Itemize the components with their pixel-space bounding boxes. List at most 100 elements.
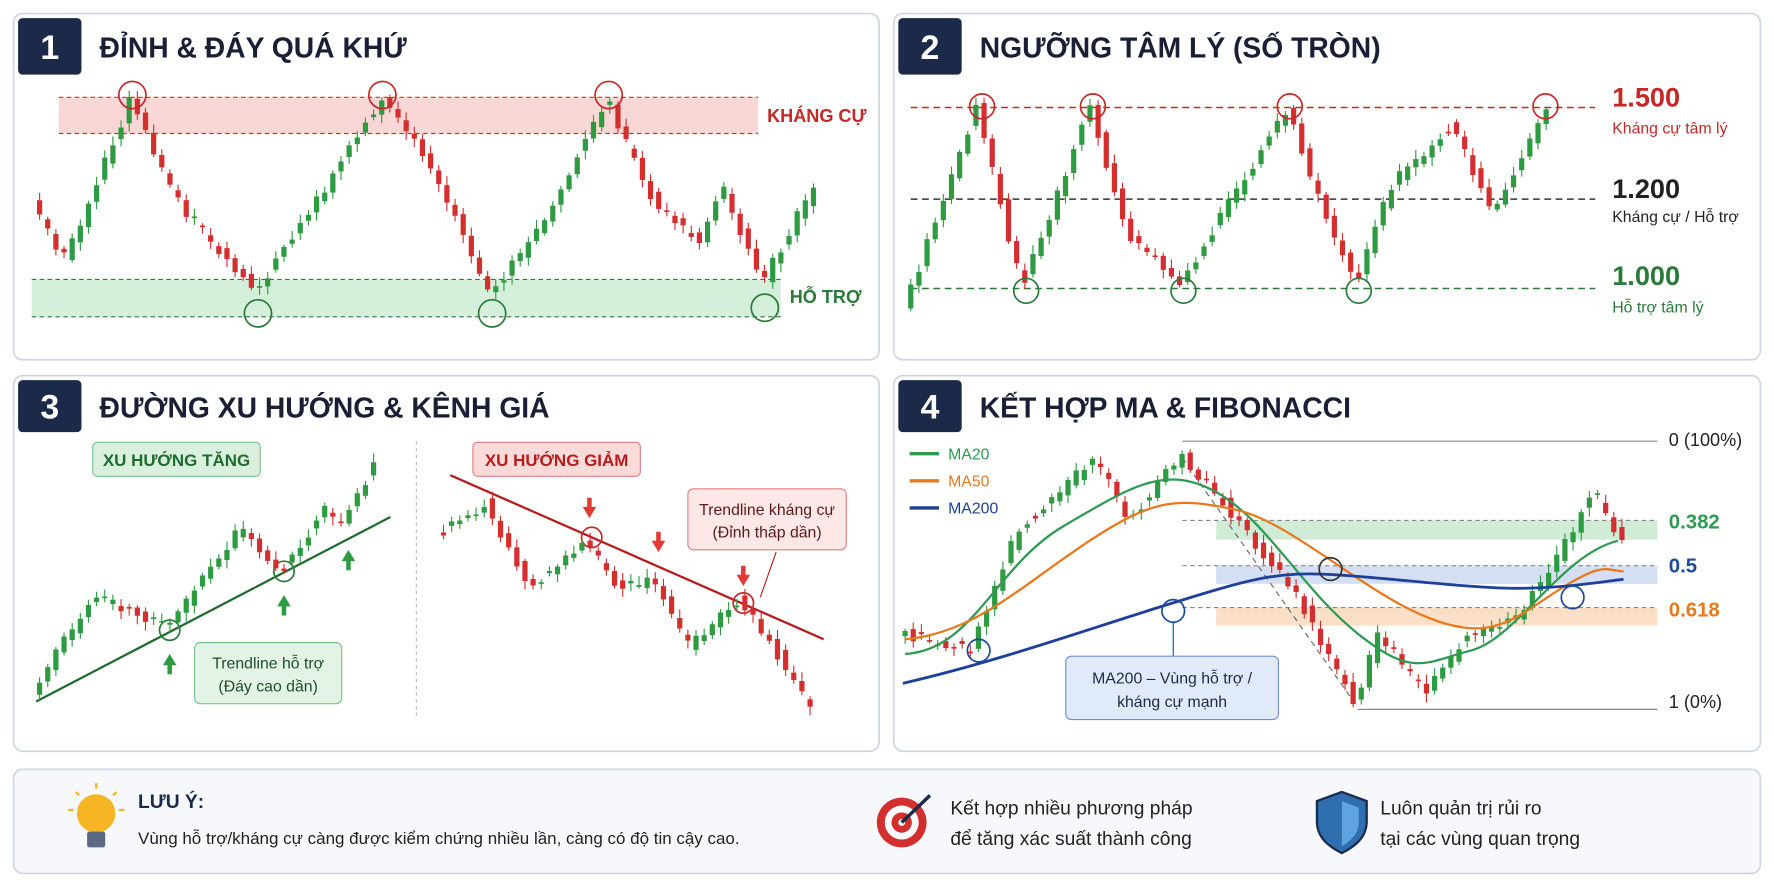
candle-part <box>1040 509 1047 514</box>
candle-part <box>1087 105 1093 122</box>
candle-part <box>281 568 287 571</box>
level-label: Kháng cự tâm lý <box>1612 121 1727 138</box>
candle-part <box>1421 156 1427 164</box>
candle-part <box>1423 683 1430 694</box>
candle-part <box>465 515 471 519</box>
candle-part <box>1429 145 1435 158</box>
candle-part <box>1258 150 1264 165</box>
candle-part <box>975 626 982 649</box>
candle-part <box>1366 654 1373 688</box>
candle-part <box>802 200 808 219</box>
candle-part <box>506 533 512 548</box>
candle-part <box>126 96 132 124</box>
candle-part <box>546 571 552 574</box>
candle-part <box>1521 609 1527 620</box>
candle-part <box>94 185 100 202</box>
panel-number: 1 <box>40 29 59 67</box>
candle-part <box>1578 512 1584 533</box>
candle-part <box>208 235 214 242</box>
candle-part <box>1356 272 1362 279</box>
candle-part <box>265 550 271 561</box>
candle-part <box>118 606 124 612</box>
candle-part <box>69 238 75 260</box>
candle-part <box>943 641 949 649</box>
callout-line: kháng cự mạnh <box>1117 694 1227 711</box>
candle-part <box>786 236 792 245</box>
legend-entry: MA50 <box>948 473 990 490</box>
candle-part <box>444 185 450 203</box>
candle-part <box>428 153 434 169</box>
candle-part <box>538 582 544 584</box>
candle-part <box>1209 235 1215 242</box>
candle-part <box>493 286 499 293</box>
candle-part <box>289 239 295 244</box>
candle-part <box>742 595 748 611</box>
candle-part <box>1057 492 1063 502</box>
candle-part <box>354 137 360 145</box>
candle-part <box>224 550 230 561</box>
bulb-icon <box>67 782 125 848</box>
legend-entry: MA200 <box>948 501 998 518</box>
candle-part <box>1193 262 1199 270</box>
candle-part <box>713 201 719 221</box>
candle-part <box>1486 187 1492 207</box>
candle-part <box>1073 470 1079 486</box>
candle-part <box>370 114 377 118</box>
candle-part <box>595 550 601 556</box>
candle-part <box>693 635 699 650</box>
candle-part <box>77 225 83 243</box>
candle-part <box>208 566 214 579</box>
candle-part <box>1046 220 1052 237</box>
candle-part <box>644 577 650 588</box>
candle-part <box>1081 470 1087 481</box>
ma-callout: MA200 – Vùng hỗ trợ / kháng cự mạnh <box>966 556 1585 721</box>
candle-part <box>603 563 610 571</box>
panel-title: ĐỈNH & ĐÁY QUÁ KHỨ <box>100 32 408 64</box>
note-line: (Đỉnh thấp dần) <box>713 524 822 541</box>
candle-part <box>623 126 629 140</box>
resistance-label: KHÁNG CỰ <box>767 105 867 126</box>
candle-part <box>273 559 279 569</box>
panels-frame <box>12 12 1762 875</box>
candle-part <box>191 216 197 219</box>
candle-part <box>1152 255 1158 258</box>
level-label: Kháng cự / Hỗ trợ <box>1612 207 1739 226</box>
candle-part <box>620 580 626 589</box>
candle-part <box>1388 190 1394 209</box>
candle-part <box>346 509 352 524</box>
candle-part <box>1089 458 1096 465</box>
candle-part <box>1502 189 1509 205</box>
candle-part <box>1472 633 1478 635</box>
candle-part <box>1217 212 1223 226</box>
candle-part <box>639 157 645 180</box>
candle-part <box>554 566 561 575</box>
candle-part <box>1160 255 1166 270</box>
candle-part <box>489 498 495 519</box>
candle-part <box>1225 199 1232 217</box>
ma-lines <box>902 478 1624 685</box>
candle-part <box>1260 542 1267 559</box>
candle-part <box>216 558 222 567</box>
candle-part <box>924 239 930 267</box>
candle-part <box>159 154 165 168</box>
candle-part <box>1326 643 1332 655</box>
candle-part <box>240 528 246 538</box>
candle-part <box>191 590 197 606</box>
tip-line: Kết hợp nhiều phương pháp <box>950 799 1192 820</box>
candle-part <box>36 682 43 695</box>
candle-part <box>199 575 206 587</box>
candle-part <box>1054 190 1060 220</box>
candle-part <box>1339 240 1346 256</box>
candle-part <box>1185 270 1191 282</box>
candle-part <box>1005 199 1012 242</box>
candle-part <box>992 585 998 610</box>
candle-part <box>550 205 556 222</box>
candle-part <box>1266 136 1272 146</box>
candle-part <box>411 133 417 139</box>
candle-part <box>1603 502 1609 514</box>
candle-part <box>387 97 393 108</box>
candle-part <box>497 520 504 538</box>
candle-part <box>1144 247 1150 253</box>
candle-part <box>273 258 279 270</box>
candle-part <box>126 606 132 609</box>
